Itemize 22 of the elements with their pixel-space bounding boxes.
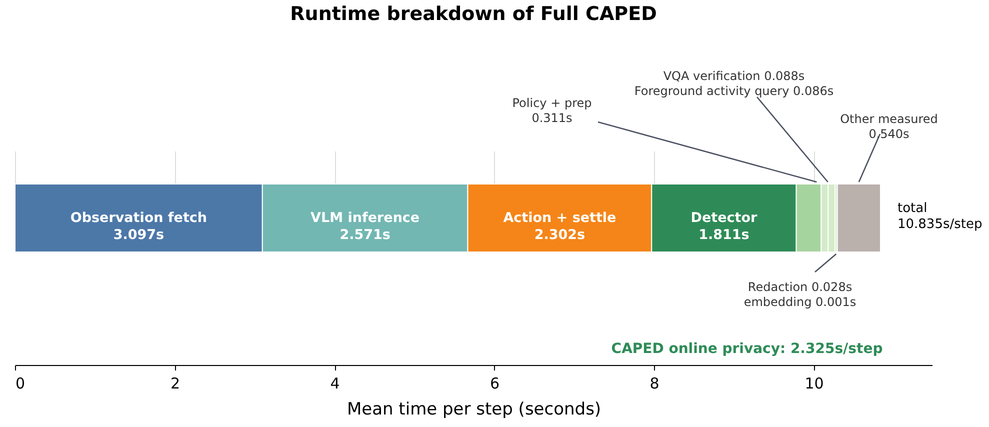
annotation: total 10.835s/step	[897, 201, 982, 232]
data-label: 2.302s	[534, 227, 586, 243]
x-tick-label: 4	[330, 374, 340, 392]
text: CAPED online privacy: 2.325s/step	[611, 341, 883, 357]
series-label: Action + settle	[503, 210, 616, 226]
data-label: 3.097s	[113, 227, 164, 243]
text: Other measured 0.540s	[840, 112, 938, 141]
x-axis-title: Mean time per step (seconds)	[346, 400, 602, 420]
series-label: Observation fetch	[70, 210, 208, 226]
data-label: 2.571s	[340, 227, 390, 243]
x-tick-label: 6	[490, 374, 500, 392]
text: VQA verification 0.088s Foreground activity query 0.086s	[634, 69, 834, 98]
x-tick-label: 0	[16, 374, 26, 392]
chart-title: Runtime breakdown of Full CAPED	[290, 3, 657, 25]
x-tick-label: 10	[804, 374, 824, 392]
text: Policy + prep 0.311s	[512, 96, 592, 125]
text: Redaction 0.028s embedding 0.001s	[744, 280, 856, 309]
series-label: VLM inference	[310, 210, 420, 226]
x-tick-label: 8	[650, 374, 660, 392]
data-label: 1.811s	[698, 227, 750, 243]
x-tick-label: 2	[170, 374, 180, 392]
series-label: Detector	[690, 210, 758, 226]
